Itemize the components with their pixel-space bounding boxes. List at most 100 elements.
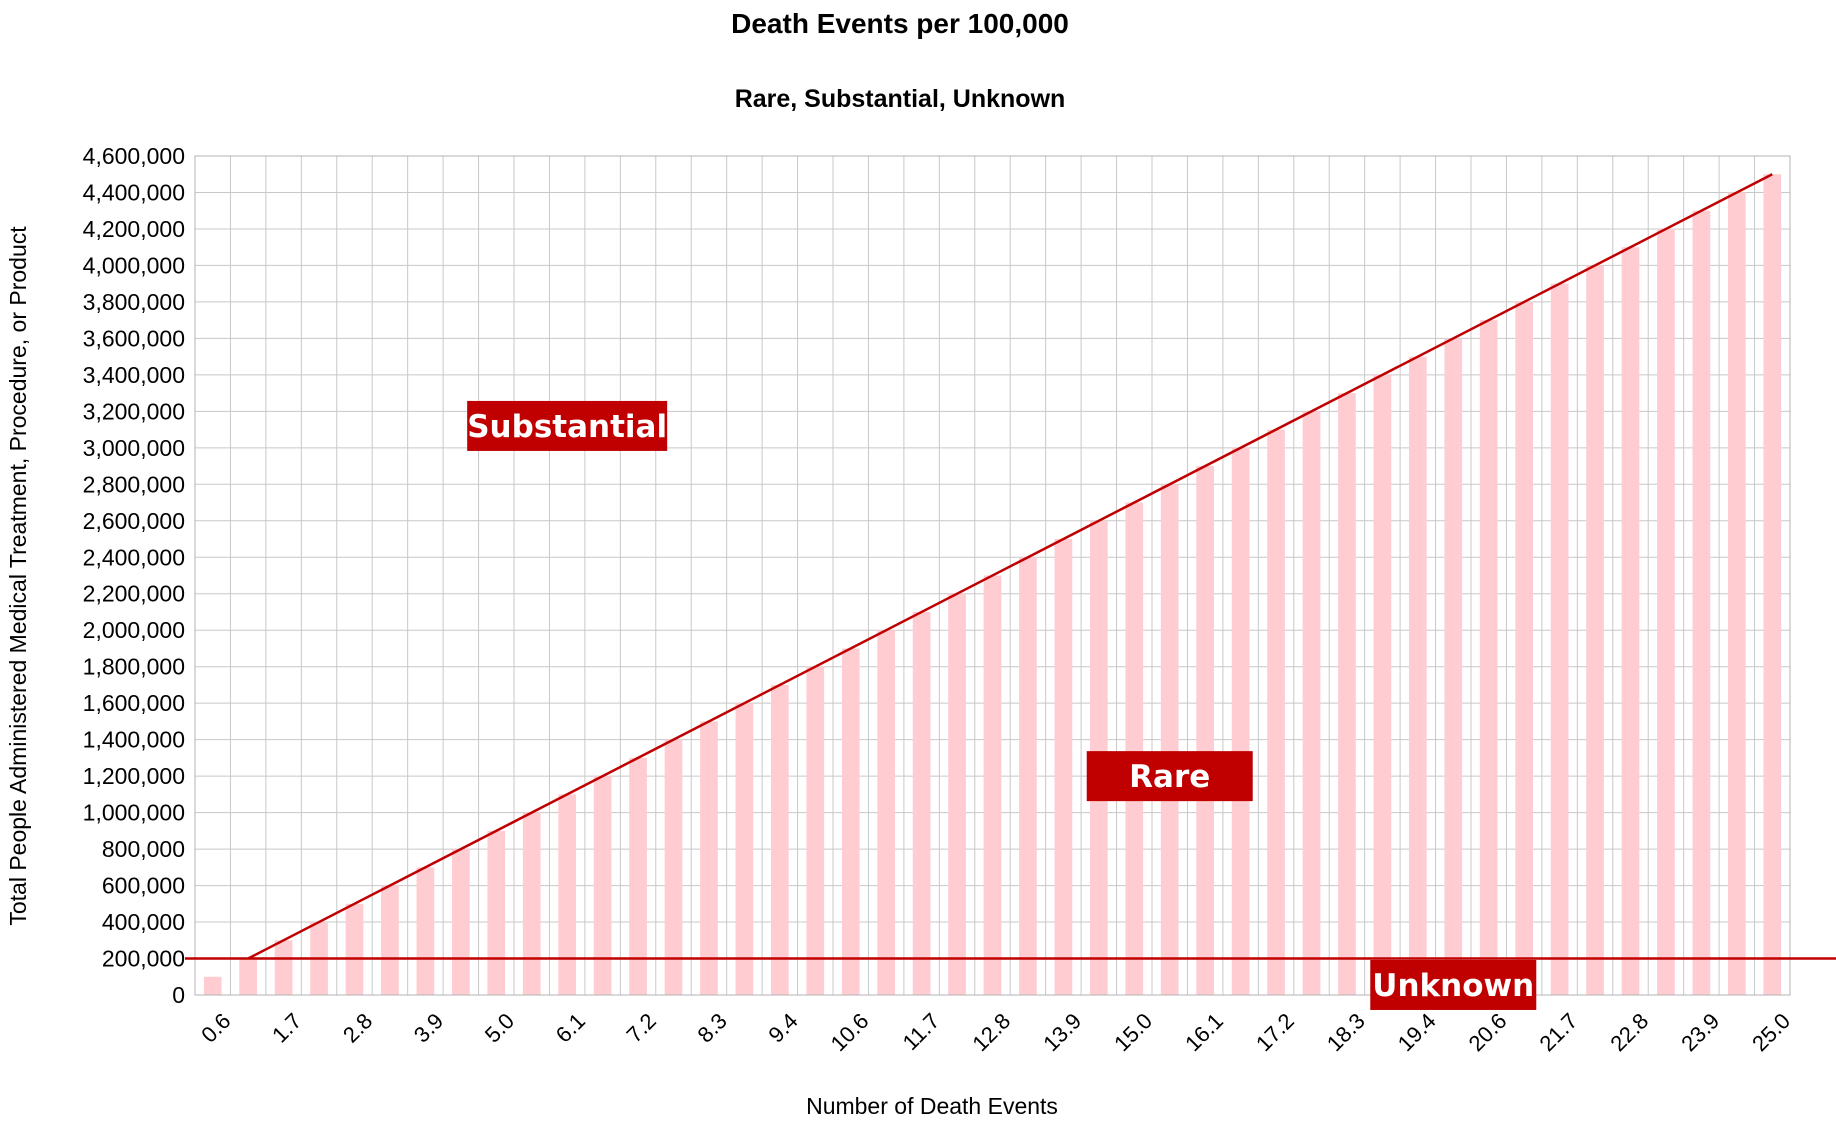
y-tick-label: 1,200,000 bbox=[83, 763, 185, 789]
bar bbox=[1338, 393, 1356, 995]
x-tick-label: 7.2 bbox=[622, 1008, 661, 1047]
bar bbox=[558, 794, 577, 995]
x-tick-label: 16.1 bbox=[1180, 1008, 1228, 1056]
y-tick-label: 2,000,000 bbox=[83, 617, 185, 643]
bar bbox=[1621, 247, 1640, 995]
x-tick-label: 1.7 bbox=[267, 1008, 306, 1047]
bar bbox=[1373, 374, 1392, 995]
bar bbox=[1231, 447, 1250, 996]
bar bbox=[381, 885, 399, 995]
bar bbox=[735, 703, 754, 995]
bar bbox=[1763, 174, 1782, 995]
x-tick-label: 12.8 bbox=[967, 1008, 1015, 1056]
y-axis-ticks: 0 200,000 400,000 600,000 800,000 1,000,000 1,… bbox=[83, 143, 185, 1008]
bar bbox=[1267, 429, 1285, 996]
x-tick-label: 8.3 bbox=[692, 1008, 731, 1047]
x-tick-label: 15.0 bbox=[1109, 1008, 1157, 1056]
y-tick-label: 3,200,000 bbox=[83, 398, 185, 424]
bar bbox=[1515, 301, 1534, 995]
y-tick-label: 3,400,000 bbox=[83, 362, 185, 388]
bar bbox=[629, 757, 647, 995]
x-tick-label: 13.9 bbox=[1038, 1008, 1086, 1056]
y-tick-label: 2,400,000 bbox=[83, 544, 185, 570]
y-tick-label: 4,000,000 bbox=[83, 252, 185, 278]
y-tick-label: 200,000 bbox=[102, 946, 185, 972]
bar bbox=[203, 976, 222, 995]
bar bbox=[345, 903, 364, 995]
x-tick-label: 6.1 bbox=[551, 1008, 590, 1047]
plot-frame bbox=[194, 155, 1791, 996]
bar bbox=[1479, 320, 1498, 995]
y-tick-label: 0 bbox=[172, 982, 185, 1008]
bar bbox=[1586, 265, 1604, 995]
x-tick-label: 22.8 bbox=[1605, 1008, 1653, 1056]
bar bbox=[1302, 411, 1321, 995]
y-tick-label: 1,800,000 bbox=[83, 654, 185, 680]
trend-line bbox=[247, 173, 1773, 960]
bar bbox=[841, 648, 860, 995]
bar bbox=[983, 575, 1002, 995]
bar bbox=[1054, 539, 1073, 995]
plot-border bbox=[194, 155, 1791, 996]
bar bbox=[1692, 210, 1711, 995]
annotation-rare: Rare bbox=[1086, 751, 1253, 802]
chart-subtitle: Rare, Substantial, Unknown bbox=[735, 85, 1066, 113]
y-tick-label: 1,600,000 bbox=[83, 690, 185, 716]
y-tick-label: 600,000 bbox=[102, 873, 185, 899]
x-tick-label: 17.2 bbox=[1251, 1008, 1299, 1056]
y-tick-label: 3,600,000 bbox=[83, 325, 185, 351]
x-axis-ticks: 0.6 1.7 2.8 3.9 5.0 6.1 7.2 8.3 9.4 10.6 11.7 12.8 1… bbox=[196, 1008, 1795, 1056]
x-tick-label: 9.4 bbox=[763, 1008, 802, 1047]
y-tick-label: 2,200,000 bbox=[83, 581, 185, 607]
x-tick-label: 20.6 bbox=[1464, 1008, 1512, 1056]
bar bbox=[1019, 557, 1037, 995]
annotation-label: Unknown bbox=[1372, 968, 1534, 1004]
reference-lines bbox=[185, 173, 1836, 960]
bar bbox=[522, 812, 541, 995]
x-tick-label: 5.0 bbox=[480, 1008, 519, 1047]
x-tick-label: 11.7 bbox=[898, 1008, 945, 1055]
y-tick-label: 4,400,000 bbox=[83, 179, 185, 205]
x-tick-label: 19.4 bbox=[1393, 1008, 1441, 1056]
annotation-box bbox=[1370, 959, 1537, 1010]
y-tick-label: 4,600,000 bbox=[83, 143, 185, 169]
bar bbox=[806, 666, 825, 995]
bar bbox=[1550, 283, 1569, 995]
bar bbox=[948, 593, 966, 995]
annotation-box bbox=[467, 400, 668, 451]
bar bbox=[770, 684, 789, 995]
x-tick-label: 18.3 bbox=[1322, 1008, 1370, 1056]
bar bbox=[664, 739, 683, 995]
y-tick-label: 4,200,000 bbox=[83, 216, 185, 242]
x-axis-label: Number of Death Events bbox=[806, 1093, 1058, 1119]
annotation-label: Rare bbox=[1129, 759, 1210, 795]
x-tick-label: 3.9 bbox=[409, 1008, 448, 1047]
bar bbox=[1160, 484, 1179, 995]
bar bbox=[912, 611, 931, 995]
x-tick-label: 2.8 bbox=[338, 1008, 377, 1047]
bar bbox=[416, 867, 435, 995]
bar bbox=[1408, 356, 1427, 995]
annotations: Substantial Rare Unknown bbox=[467, 400, 1537, 1010]
bar bbox=[239, 958, 258, 995]
y-tick-label: 3,800,000 bbox=[83, 289, 185, 315]
y-tick-label: 800,000 bbox=[102, 836, 185, 862]
chart-title: Death Events per 100,000 bbox=[731, 8, 1069, 39]
bar bbox=[593, 776, 612, 995]
bar bbox=[487, 830, 506, 995]
bar bbox=[1727, 192, 1746, 995]
y-tick-label: 1,400,000 bbox=[83, 727, 185, 753]
bar bbox=[1444, 338, 1463, 995]
annotation-unknown: Unknown bbox=[1370, 959, 1537, 1010]
bar bbox=[274, 940, 293, 995]
annotation-substantial: Substantial bbox=[467, 400, 668, 451]
bars bbox=[203, 174, 1782, 996]
bar bbox=[1196, 466, 1215, 996]
x-tick-label: 10.6 bbox=[826, 1008, 874, 1056]
y-tick-label: 3,000,000 bbox=[83, 435, 185, 461]
x-tick-label: 0.6 bbox=[196, 1008, 235, 1047]
bar bbox=[451, 849, 470, 995]
y-tick-label: 2,600,000 bbox=[83, 508, 185, 534]
annotation-label: Substantial bbox=[467, 409, 667, 445]
